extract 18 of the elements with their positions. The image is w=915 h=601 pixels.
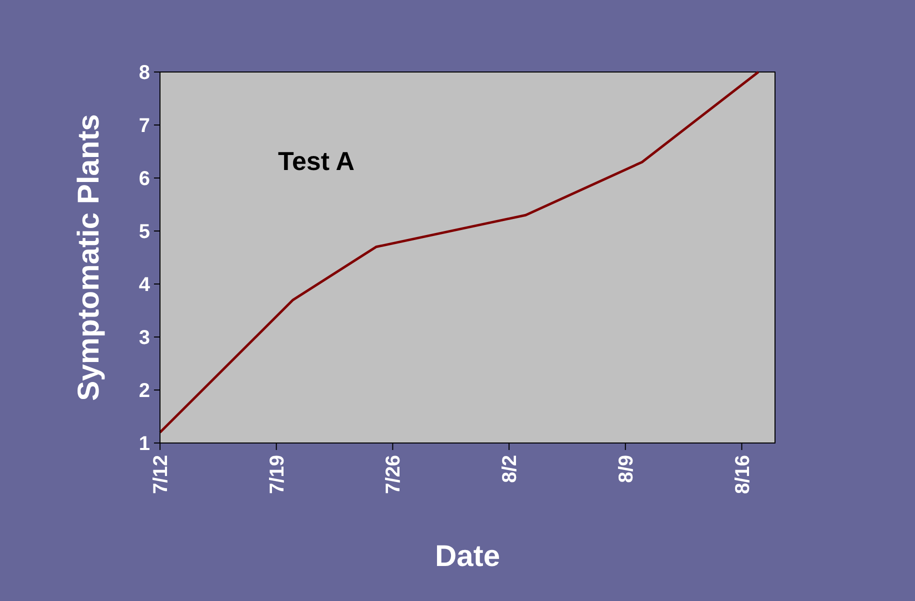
y-tick-label: 1 bbox=[138, 433, 150, 455]
x-tick-label: 7/19 bbox=[266, 455, 288, 494]
y-tick-label: 5 bbox=[138, 221, 150, 243]
y-tick-label: 3 bbox=[138, 327, 150, 349]
y-tick-label: 2 bbox=[138, 380, 150, 402]
y-axis-title: Symptomatic Plants bbox=[72, 114, 106, 401]
y-tick-label: 7 bbox=[138, 115, 150, 137]
annotation: Test A bbox=[278, 146, 355, 176]
y-tick-label: 8 bbox=[138, 62, 150, 84]
x-tick-label: 7/12 bbox=[150, 455, 172, 494]
x-tick-label: 8/2 bbox=[499, 455, 522, 483]
x-tick-label: 7/26 bbox=[382, 455, 405, 494]
x-tick-label: 8/9 bbox=[615, 455, 638, 483]
line-series bbox=[158, 70, 760, 434]
y-tick-label: 6 bbox=[138, 168, 150, 190]
x-axis-title: Date bbox=[434, 540, 500, 573]
y-tick-label: 4 bbox=[138, 274, 151, 296]
x-tick-label: 8/16 bbox=[732, 455, 754, 494]
